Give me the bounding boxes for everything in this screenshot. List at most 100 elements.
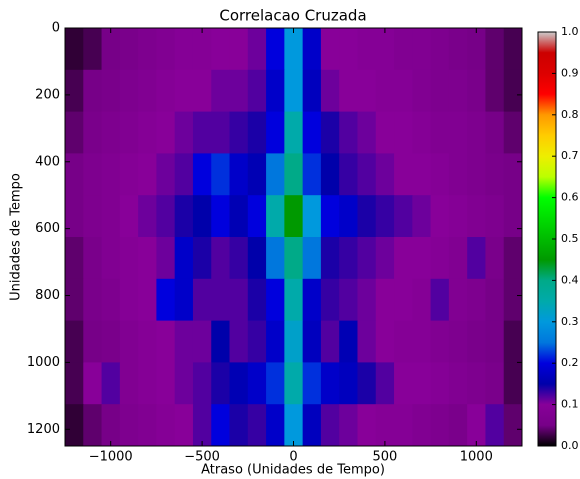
heatmap-cell xyxy=(339,112,358,154)
heatmap-cell xyxy=(138,279,157,321)
heatmap-cell xyxy=(230,279,249,321)
heatmap-cell xyxy=(303,404,322,446)
heatmap-cell xyxy=(248,404,267,446)
chart-title: Correlacao Cruzada xyxy=(219,7,366,25)
heatmap-cell xyxy=(175,195,194,237)
heatmap-cell xyxy=(65,195,84,237)
heatmap-cell xyxy=(467,237,486,279)
heatmap-cell xyxy=(485,195,504,237)
colorbar-tick-label: 1.0 xyxy=(561,25,579,38)
heatmap-cell xyxy=(266,404,285,446)
heatmap-cell xyxy=(211,279,230,321)
heatmap-cell xyxy=(230,153,249,195)
heatmap-cell xyxy=(467,404,486,446)
colorbar-tick-label: 0.9 xyxy=(561,66,579,79)
heatmap-cell xyxy=(394,153,413,195)
heatmap-cell xyxy=(449,321,468,363)
heatmap-cell xyxy=(138,321,157,363)
colorbar-tick-label: 0.1 xyxy=(561,398,579,411)
heatmap-cell xyxy=(339,404,358,446)
heatmap-cell xyxy=(394,404,413,446)
heatmap-cell xyxy=(467,70,486,112)
heatmap-cell xyxy=(211,362,230,404)
heatmap-cell xyxy=(485,153,504,195)
heatmap-cell xyxy=(504,321,523,363)
heatmap-cell xyxy=(376,28,395,70)
y-tick-label: 800 xyxy=(35,288,60,303)
y-axis-label: Unidades de Tempo xyxy=(9,173,24,301)
heatmap-cell xyxy=(211,70,230,112)
heatmap-cell xyxy=(138,404,157,446)
heatmap-cell xyxy=(156,153,175,195)
heatmap-cell xyxy=(376,404,395,446)
heatmap-cell xyxy=(138,28,157,70)
heatmap-cell xyxy=(467,112,486,154)
heatmap-cell xyxy=(211,321,230,363)
heatmap-cell xyxy=(193,112,212,154)
heatmap-cell xyxy=(211,237,230,279)
heatmap-cell xyxy=(412,237,431,279)
heatmap-cell xyxy=(431,362,450,404)
x-tick-label: −1000 xyxy=(89,450,133,465)
heatmap-cell xyxy=(412,279,431,321)
heatmap-cell xyxy=(193,321,212,363)
heatmap-cell xyxy=(230,237,249,279)
heatmap-cell xyxy=(339,153,358,195)
heatmap-cell xyxy=(175,404,194,446)
heatmap-cell xyxy=(431,279,450,321)
heatmap-cell xyxy=(138,237,157,279)
colorbar-tick-label: 0.2 xyxy=(561,356,579,369)
heatmap-cell xyxy=(193,70,212,112)
heatmap-cell xyxy=(102,237,121,279)
heatmap-cell xyxy=(102,112,121,154)
heatmap-cell xyxy=(321,362,340,404)
heatmap-cell xyxy=(376,195,395,237)
heatmap-cell xyxy=(339,362,358,404)
heatmap-cell xyxy=(303,195,322,237)
heatmap-cell xyxy=(394,112,413,154)
heatmap-cell xyxy=(284,404,303,446)
heatmap-cell xyxy=(120,362,139,404)
heatmap-cell xyxy=(376,279,395,321)
heatmap-cell xyxy=(467,362,486,404)
heatmap-cell xyxy=(120,70,139,112)
heatmap-cell xyxy=(284,362,303,404)
heatmap-cell xyxy=(504,404,523,446)
heatmap-cell xyxy=(357,279,376,321)
heatmap-cell xyxy=(284,279,303,321)
heatmap-cell xyxy=(175,279,194,321)
heatmap-cell xyxy=(175,70,194,112)
heatmap-cell xyxy=(102,28,121,70)
y-tick-label: 1000 xyxy=(27,355,60,370)
heatmap-cell xyxy=(449,237,468,279)
heatmap-cell xyxy=(65,28,84,70)
heatmap-cell xyxy=(412,362,431,404)
colorbar-tick-label: 0.0 xyxy=(561,439,579,452)
heatmap-cell xyxy=(156,237,175,279)
heatmap-cell xyxy=(449,70,468,112)
heatmap-cell xyxy=(357,362,376,404)
heatmap-cell xyxy=(412,404,431,446)
heatmap-cell xyxy=(321,112,340,154)
heatmap-cell xyxy=(284,321,303,363)
heatmap-cell xyxy=(485,112,504,154)
heatmap-cell xyxy=(102,195,121,237)
heatmap-cell xyxy=(230,112,249,154)
heatmap-cell xyxy=(467,153,486,195)
heatmap-cell xyxy=(303,112,322,154)
heatmap-cell xyxy=(394,28,413,70)
heatmap-cell xyxy=(193,28,212,70)
heatmap-cell xyxy=(120,279,139,321)
heatmap-cell xyxy=(193,153,212,195)
heatmap-cell xyxy=(120,112,139,154)
heatmap-cell xyxy=(175,153,194,195)
heatmap-cell xyxy=(248,237,267,279)
heatmap-cell xyxy=(303,70,322,112)
heatmap-cell xyxy=(175,321,194,363)
heatmap-cell xyxy=(394,237,413,279)
heatmap-cell xyxy=(193,362,212,404)
heatmap-cell xyxy=(175,237,194,279)
heatmap-cell xyxy=(376,112,395,154)
heatmap-cell xyxy=(102,153,121,195)
heatmap-cell xyxy=(230,28,249,70)
